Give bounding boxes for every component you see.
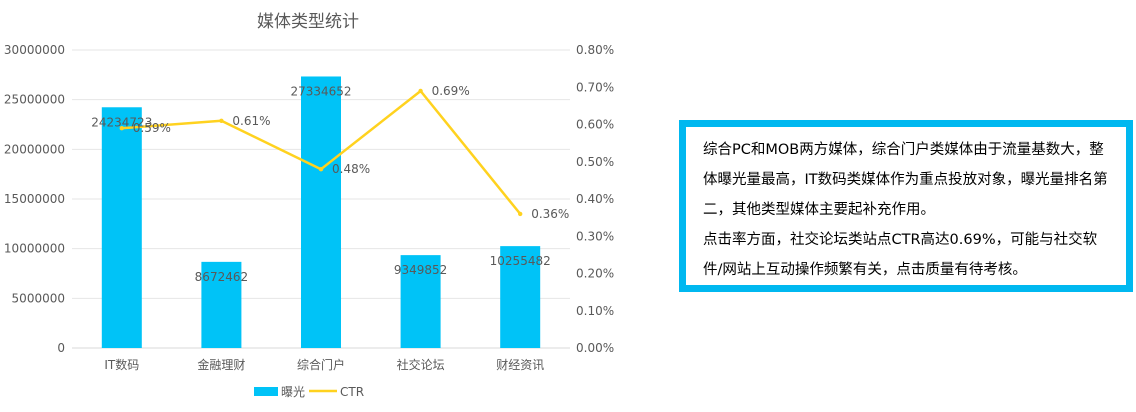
bar-data-label: 8672462 — [195, 270, 248, 284]
y-right-tick-label: 0.70% — [576, 80, 614, 94]
x-category-label: 财经资讯 — [496, 358, 544, 372]
media-type-chart: 媒体类型统计 0 5000000 10000000 15000000 20000000 2… — [4, 12, 614, 399]
ctr-point — [119, 126, 125, 131]
ctr-data-label: 0.48% — [332, 162, 370, 176]
note-paragraph-1: 综合PC和MOB两方媒体，综合门户类媒体由于流量基数大，整体曝光量最高，IT数码… — [703, 142, 1108, 218]
y-right-tick-label: 0.50% — [576, 155, 614, 169]
y-left-tick-label: 10000000 — [4, 242, 65, 256]
y-left-tick-label: 30000000 — [4, 43, 65, 57]
ctr-data-label: 0.69% — [432, 84, 470, 98]
y-right-tick-label: 0.00% — [576, 341, 614, 355]
y-right-tick-label: 0.10% — [576, 304, 614, 318]
line-series — [119, 88, 523, 217]
y-left-tick-label: 5000000 — [12, 291, 65, 305]
axes: 0 5000000 10000000 15000000 20000000 25000000… — [4, 43, 614, 372]
ctr-point — [418, 88, 423, 94]
x-category-label: 综合门户 — [297, 357, 345, 372]
note-paragraph-2: 点击率方面，社交论坛类站点CTR高达0.69%，可能与社交软件/网站上互动操作频… — [703, 232, 1098, 278]
y-right-tick-label: 0.30% — [576, 229, 614, 243]
bar-data-label: 27334652 — [290, 84, 351, 98]
x-category-label: IT数码 — [104, 357, 139, 372]
ctr-point — [318, 167, 324, 172]
bar-data-label: 9349852 — [394, 263, 447, 277]
y-left-tick-label: 15000000 — [4, 192, 65, 206]
bar-series — [101, 76, 541, 348]
x-category-label: 金融理财 — [197, 357, 245, 372]
bar-data-label: 24234723 — [91, 115, 152, 129]
y-right-tick-label: 0.60% — [576, 118, 614, 132]
ctr-data-label: 0.36% — [531, 207, 569, 221]
ctr-point — [518, 211, 523, 217]
y-left-tick-label: 25000000 — [4, 93, 65, 107]
bar — [500, 246, 541, 348]
y-right-tick-label: 0.40% — [576, 192, 614, 206]
ctr-data-label: 0.61% — [232, 114, 270, 128]
y-left-tick-label: 0 — [57, 341, 65, 355]
bar — [101, 107, 142, 348]
y-right-tick-label: 0.80% — [576, 43, 614, 57]
ctr-data-label: 0.59% — [133, 121, 171, 135]
data-labels: 24234723 8672462 27334652 9349852 10255482 0.… — [91, 84, 569, 284]
bar-data-label: 10255482 — [490, 254, 551, 268]
y-right-tick-label: 0.20% — [576, 267, 614, 281]
x-category-label: 社交论坛 — [397, 357, 445, 372]
ctr-point — [219, 118, 224, 123]
analysis-note-box: 综合PC和MOB两方媒体，综合门户类媒体由于流量基数大，整体曝光量最高，IT数码… — [679, 120, 1133, 292]
chart-title: 媒体类型统计 — [257, 12, 359, 32]
bar — [400, 255, 441, 348]
bar — [301, 76, 341, 348]
legend-label-bar: 曝光 — [281, 385, 305, 399]
legend-swatch-bar — [254, 387, 278, 396]
bar — [201, 261, 242, 348]
y-left-tick-label: 20000000 — [4, 142, 65, 156]
legend-label-line: CTR — [340, 385, 364, 399]
legend: 曝光 CTR — [254, 385, 364, 399]
